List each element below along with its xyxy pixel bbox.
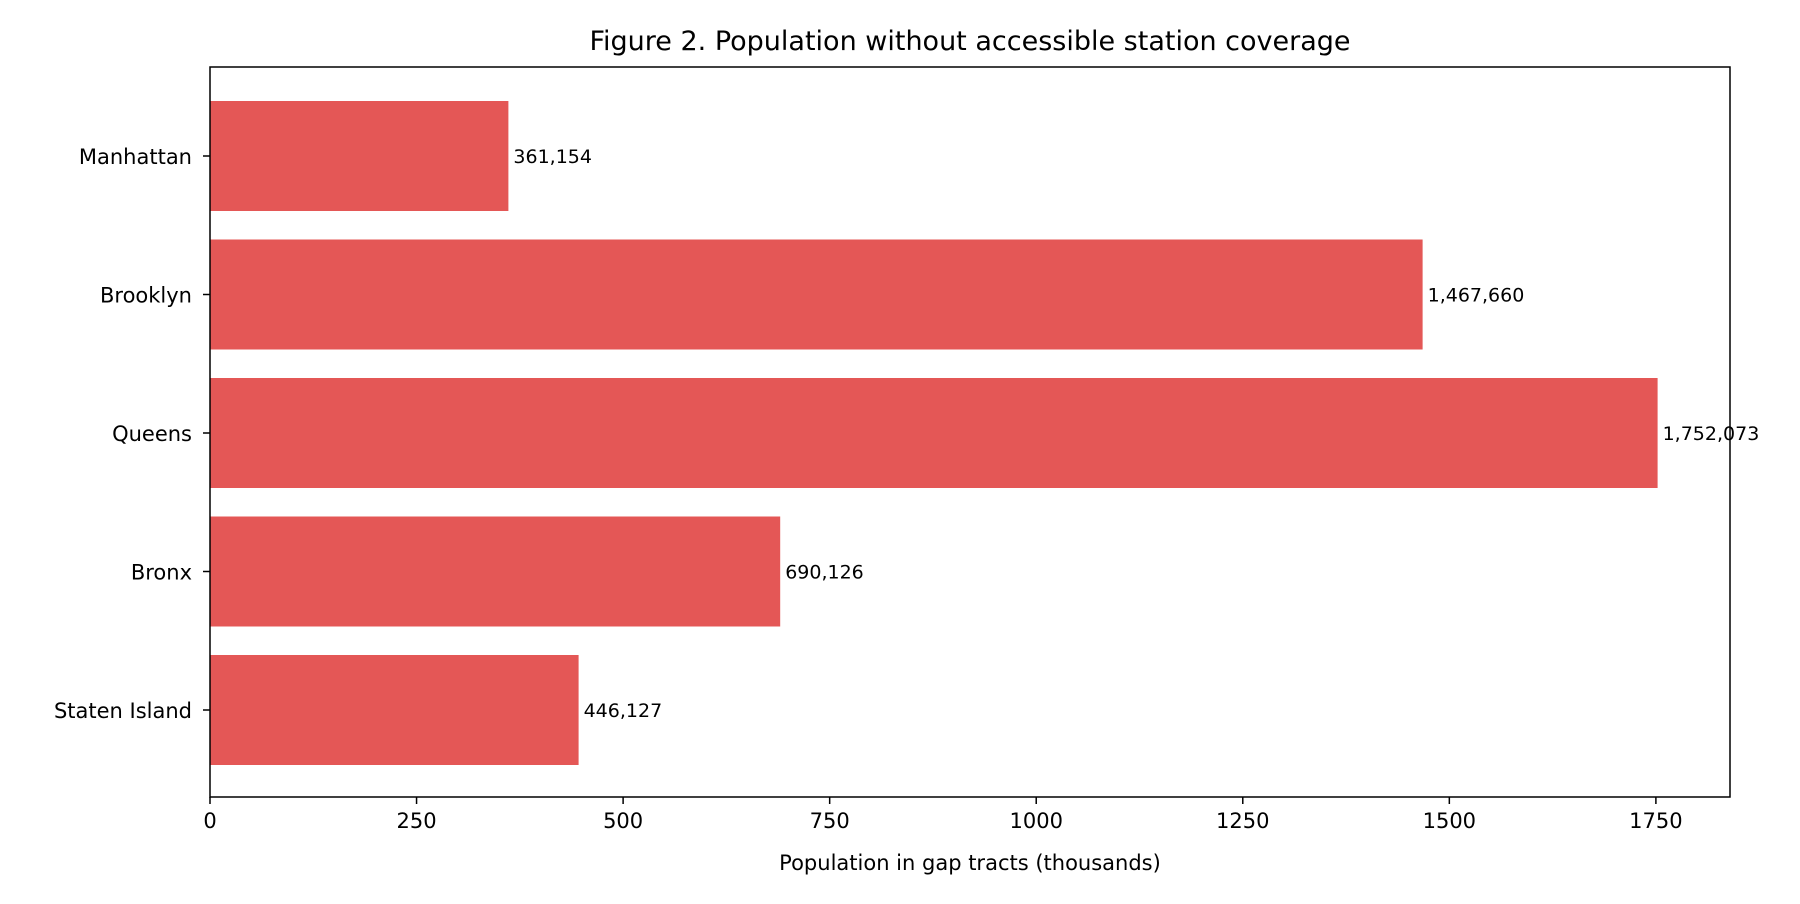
x-tick-label: 0 (203, 809, 216, 833)
bar-manhattan (210, 101, 509, 211)
bar-bronx (210, 516, 781, 627)
plot-frame (209, 66, 1731, 798)
data-label: 690,126 (785, 562, 864, 584)
x-axis-label: Population in gap tracts (thousands) (779, 851, 1161, 875)
y-tick-label: Staten Island (54, 699, 192, 723)
chart-title: Figure 2. Population without accessible … (589, 26, 1350, 57)
x-tick-label: 1000 (1009, 809, 1062, 833)
bar-staten-island (210, 655, 579, 765)
x-tick-label: 1750 (1629, 809, 1682, 833)
bar-queens (210, 378, 1658, 488)
x-tick-label: 750 (810, 809, 850, 833)
x-tick-label: 1500 (1423, 809, 1476, 833)
y-tick-label: Bronx (131, 561, 192, 585)
data-label: 1,467,660 (1428, 285, 1525, 307)
data-label: 446,127 (584, 700, 663, 722)
data-label: 361,154 (513, 146, 592, 168)
y-tick-label: Brooklyn (100, 284, 192, 308)
x-tick-label: 500 (603, 809, 643, 833)
y-tick-label: Queens (112, 422, 192, 446)
y-tick-label: Manhattan (79, 145, 192, 169)
bar-brooklyn (210, 239, 1423, 350)
x-tick-label: 1250 (1216, 809, 1269, 833)
x-tick-label: 250 (397, 809, 437, 833)
data-label: 1,752,073 (1663, 423, 1760, 445)
